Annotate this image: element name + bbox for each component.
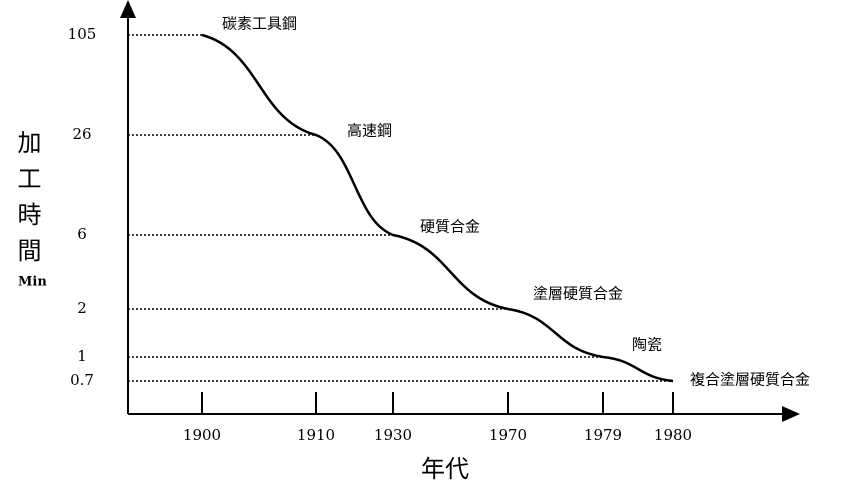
x-tick-label: 1900 [183,426,221,444]
y-tick-label: 105 [68,25,97,43]
point-label: 複合塗層硬質合金 [690,371,810,389]
x-tick-label: 1910 [297,426,335,444]
point-label: 高速鋼 [347,122,392,140]
y-tick-label: 1 [77,347,87,365]
y-tick-label: 6 [77,225,87,243]
x-tick-label: 1970 [489,426,527,444]
x-label: 年代 [421,455,469,483]
point-label: 塗層硬質合金 [533,285,623,303]
point-label: 碳素工具鋼 [222,15,297,33]
point-label: 陶瓷 [632,336,662,354]
y-label: 加工時間 [13,130,41,274]
y-unit: Min [18,275,47,290]
y-label-text: 加工時間 [13,130,41,274]
x-tick-label: 1930 [374,426,412,444]
y-tick-label: 26 [72,125,91,143]
x-tick-label: 1980 [654,426,692,444]
point-label: 硬質合金 [420,218,480,236]
line [201,33,674,383]
x-tick-label: 1979 [584,426,622,444]
y-tick-label: 0.7 [70,371,94,389]
y-tick-label: 2 [77,299,87,317]
